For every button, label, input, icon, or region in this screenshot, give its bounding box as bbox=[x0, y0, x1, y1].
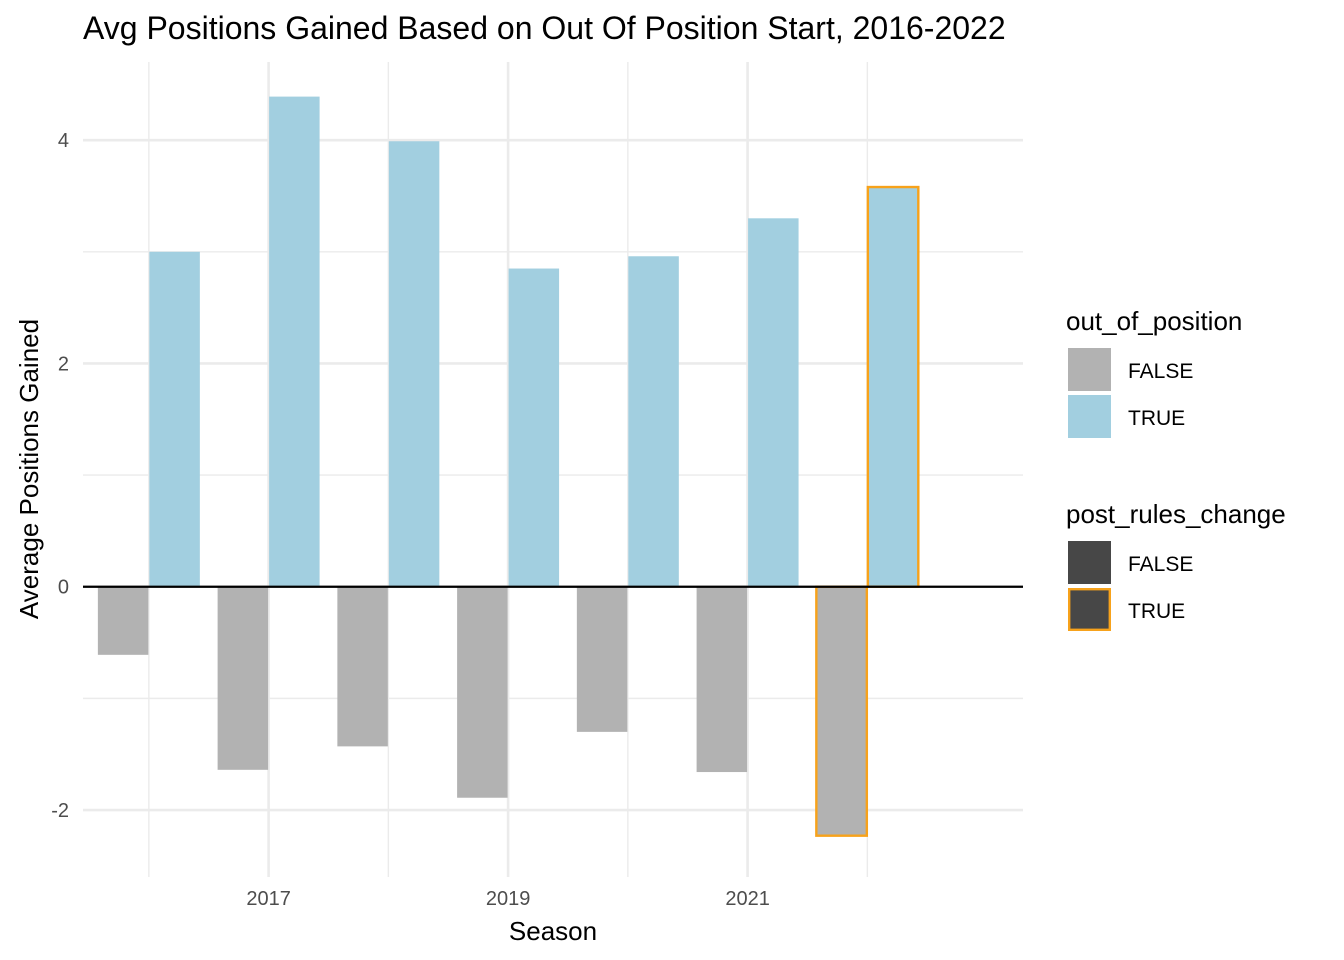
y-tick-label: 4 bbox=[58, 130, 69, 152]
bar-false-2018 bbox=[337, 586, 388, 747]
bar-false-2019 bbox=[457, 586, 508, 798]
legend-key bbox=[1068, 348, 1111, 391]
bar-true-2022 bbox=[866, 185, 920, 588]
legend-key bbox=[1068, 541, 1111, 584]
legend-key bbox=[1068, 395, 1111, 438]
bar-false-2017 bbox=[217, 586, 269, 770]
legend-post-rules-change: post_rules_change FALSE TRUE bbox=[1066, 499, 1286, 632]
legend-label: TRUE bbox=[1128, 600, 1185, 623]
y-axis-title: Average Positions Gained bbox=[14, 319, 44, 619]
y-tick-label: 0 bbox=[58, 577, 69, 599]
bar-false-2022 bbox=[815, 585, 869, 837]
legend-out-of-position: out_of_position FALSE TRUE bbox=[1066, 306, 1242, 438]
legend-label: FALSE bbox=[1128, 553, 1193, 576]
bars bbox=[97, 96, 920, 837]
bar-true-2017 bbox=[269, 96, 320, 587]
bar-true-2020 bbox=[628, 256, 679, 587]
legend-title: post_rules_change bbox=[1066, 499, 1286, 529]
bar-false-2020 bbox=[576, 586, 628, 732]
bar-true-2021 bbox=[748, 218, 799, 587]
legend-label: TRUE bbox=[1128, 407, 1185, 430]
y-tick-label: -2 bbox=[51, 800, 69, 822]
chart-title: Avg Positions Gained Based on Out Of Pos… bbox=[83, 10, 1006, 46]
legend-key bbox=[1067, 588, 1111, 632]
bar-false-2016 bbox=[97, 586, 149, 655]
legend: out_of_positionFALSETRUEpost_rules_chang… bbox=[1066, 306, 1286, 632]
bar-true-2016 bbox=[149, 251, 200, 587]
x-tick-label: 2017 bbox=[246, 888, 291, 910]
bar-true-2019 bbox=[508, 268, 560, 587]
legend-title: out_of_position bbox=[1066, 306, 1242, 336]
bar-false-2021 bbox=[696, 586, 748, 773]
x-tick-label: 2019 bbox=[486, 888, 531, 910]
legend-label: FALSE bbox=[1128, 360, 1193, 383]
x-axis-title: Season bbox=[509, 916, 597, 946]
y-tick-label: 2 bbox=[58, 353, 69, 375]
x-tick-label: 2021 bbox=[725, 888, 770, 910]
bar-true-2018 bbox=[388, 141, 440, 587]
axes: -2 0 2 4 2017 2019 2021 bbox=[51, 130, 1023, 910]
